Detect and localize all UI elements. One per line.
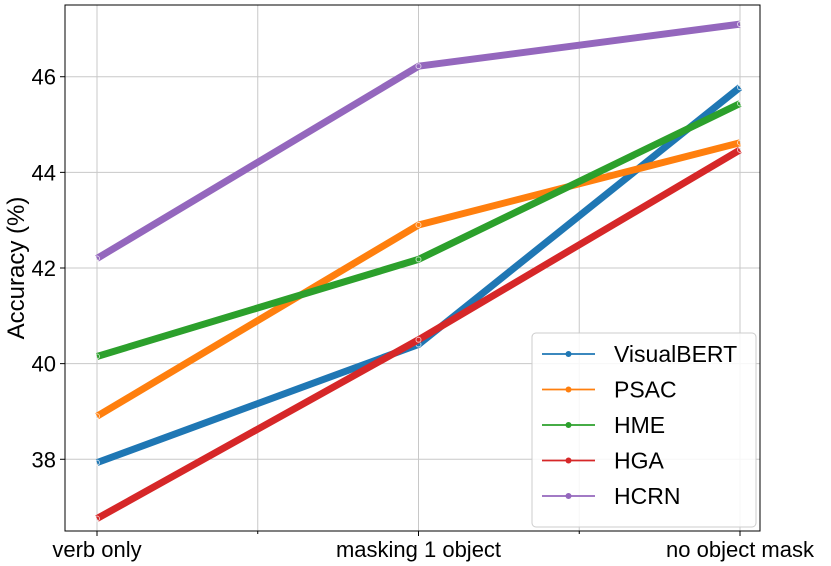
legend-marker bbox=[565, 457, 572, 464]
legend-marker bbox=[565, 422, 572, 428]
series-hga bbox=[94, 146, 743, 522]
y-axis-label: Accuracy (%) bbox=[3, 197, 30, 340]
y-tick-label: 40 bbox=[32, 352, 56, 377]
series-line bbox=[95, 100, 742, 360]
legend-box bbox=[531, 332, 757, 528]
legend-item: HME bbox=[542, 412, 665, 438]
series-hcrn bbox=[94, 20, 743, 262]
data-point bbox=[737, 84, 743, 91]
data-point bbox=[94, 413, 100, 420]
legend-label: PSAC bbox=[614, 377, 677, 403]
y-tick-label: 46 bbox=[32, 65, 56, 90]
legend-marker bbox=[565, 386, 572, 393]
data-point bbox=[737, 139, 743, 146]
legend-item: VisualBERT bbox=[542, 341, 737, 367]
data-point bbox=[94, 255, 100, 262]
legend-item: HGA bbox=[542, 448, 665, 474]
series-hme bbox=[94, 100, 743, 360]
data-point bbox=[415, 63, 422, 70]
data-point bbox=[415, 256, 422, 263]
data-point bbox=[94, 353, 100, 360]
y-tick-label: 44 bbox=[32, 160, 56, 185]
data-point bbox=[737, 21, 743, 28]
legend-marker bbox=[565, 351, 572, 357]
data-point bbox=[94, 515, 100, 522]
data-point bbox=[415, 336, 422, 343]
legend-item: PSAC bbox=[542, 377, 677, 403]
legend-label: VisualBERT bbox=[614, 341, 737, 367]
x-tick-label: no object mask bbox=[666, 537, 815, 562]
series-line bbox=[95, 139, 741, 420]
data-point bbox=[94, 459, 100, 466]
legend-marker bbox=[565, 493, 572, 499]
x-tick-label: masking 1 object bbox=[336, 537, 501, 562]
legend-label: HME bbox=[614, 412, 665, 438]
data-point bbox=[737, 146, 743, 153]
y-tick-label: 42 bbox=[32, 256, 56, 281]
legend-item: HCRN bbox=[542, 483, 680, 509]
series-line bbox=[95, 20, 741, 262]
x-tick-label: verb only bbox=[52, 537, 141, 562]
data-point bbox=[737, 100, 743, 107]
legend-label: HCRN bbox=[614, 483, 680, 509]
series-line bbox=[95, 146, 742, 522]
legend-label: HGA bbox=[614, 448, 665, 474]
legend: VisualBERT PSAC HME HGA HCRN bbox=[531, 332, 757, 528]
axis-ticks: 38 40 42 44 46 verb only masking 1 object no ob… bbox=[32, 65, 815, 562]
y-tick-label: 38 bbox=[32, 447, 56, 472]
data-point bbox=[415, 222, 422, 228]
series-layer bbox=[94, 20, 743, 522]
series-psac bbox=[94, 139, 743, 420]
